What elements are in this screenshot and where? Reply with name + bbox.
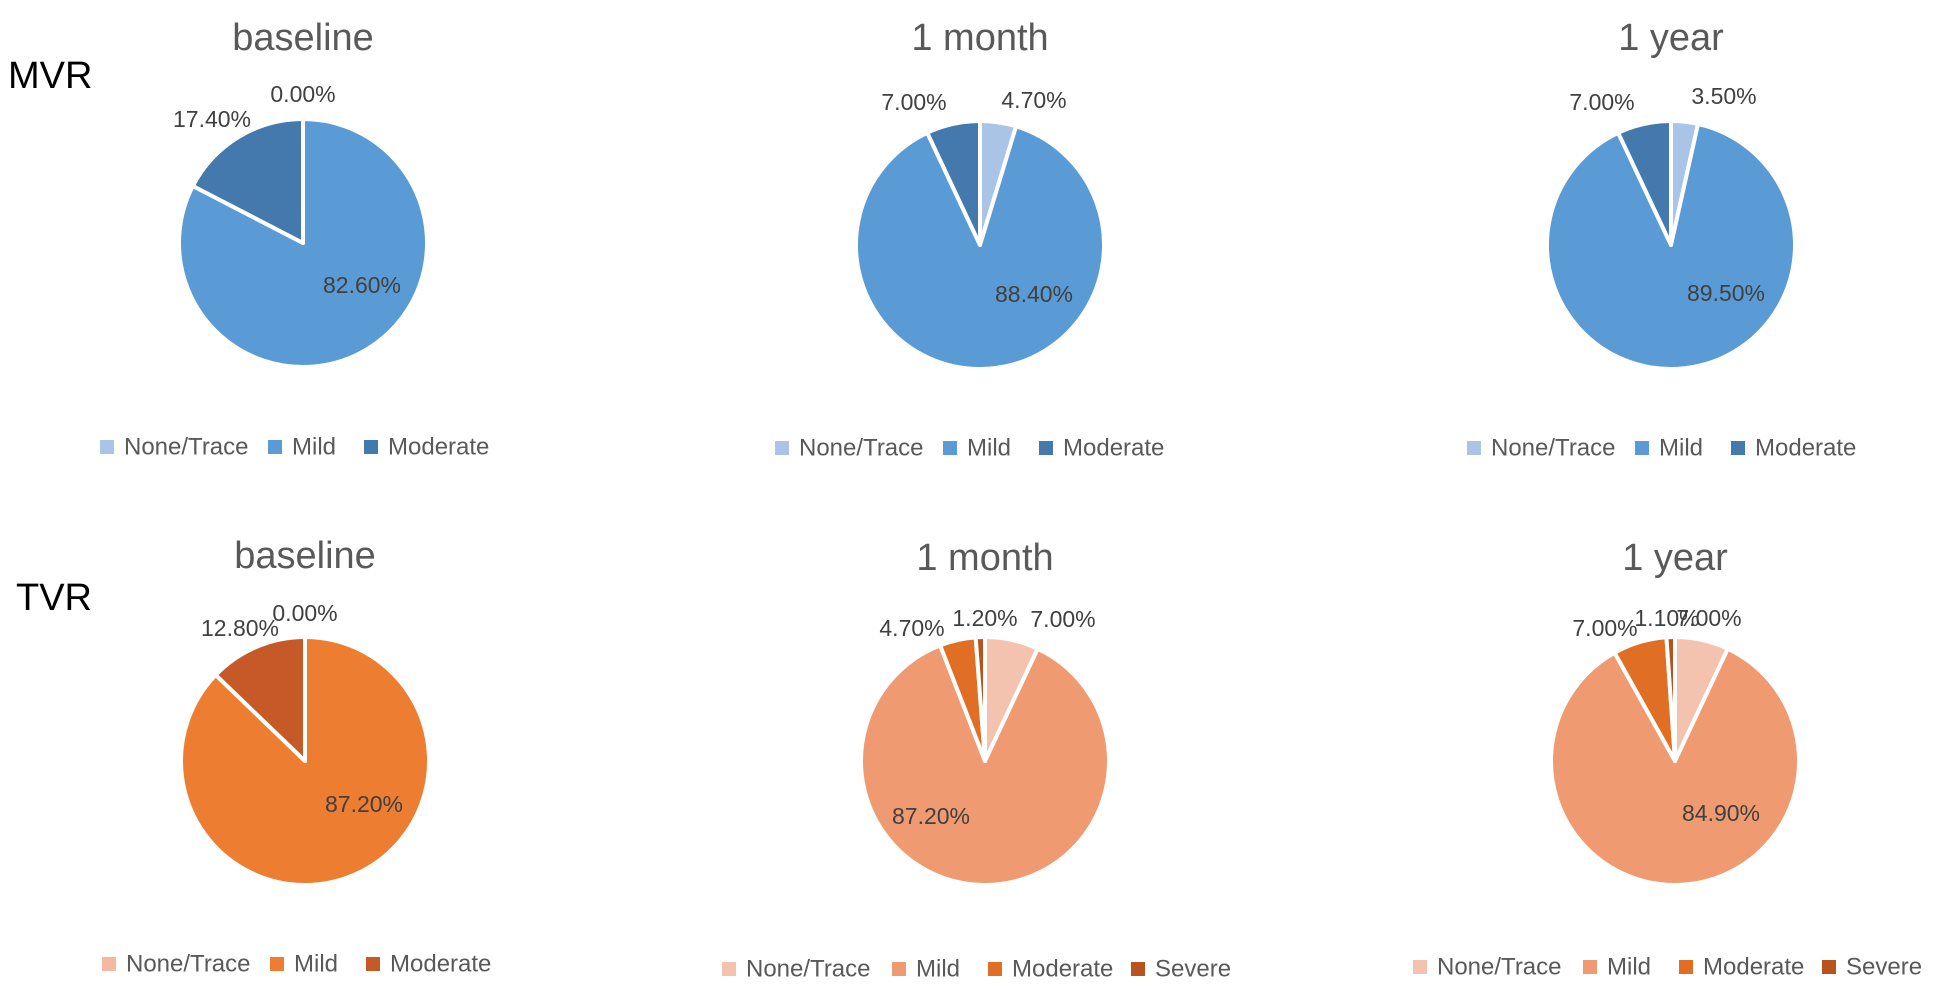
legend-swatch-moderate bbox=[1039, 441, 1053, 455]
legend-label-moderate: Moderate bbox=[1755, 434, 1856, 461]
pie-slice-severe bbox=[973, 635, 987, 763]
data-label-mild: 84.90% bbox=[1682, 800, 1760, 826]
pie-slice-moderate bbox=[925, 119, 982, 247]
chart-title: 1 month bbox=[911, 17, 1048, 59]
legend-swatch-mild bbox=[270, 957, 284, 971]
pie-slice-moderate bbox=[213, 635, 307, 763]
legend-label-mild: Mild bbox=[1659, 434, 1703, 461]
data-label-none-trace: 3.50% bbox=[1691, 83, 1756, 109]
legend-label-mild: Mild bbox=[1607, 953, 1651, 980]
legend-label-moderate: Moderate bbox=[388, 433, 489, 460]
data-label-moderate: 4.70% bbox=[879, 615, 944, 641]
data-label-mild: 88.40% bbox=[995, 281, 1073, 307]
legend-swatch-moderate bbox=[1731, 441, 1745, 455]
pie-slice-mild bbox=[859, 643, 1111, 887]
legend-swatch-none-trace bbox=[775, 441, 789, 455]
data-label-moderate: 7.00% bbox=[881, 89, 946, 115]
data-label-severe: 1.20% bbox=[952, 605, 1017, 631]
data-label-none-trace: 7.00% bbox=[1676, 605, 1741, 631]
pie-chart-3: baseline 0.00% 87.20% 12.80% None/Trace Mild M… bbox=[102, 535, 491, 977]
legend-swatch-none-trace bbox=[102, 957, 116, 971]
pie-chart-2: 1 year 3.50% 89.50% 7.00% None/Trace Mild Mode… bbox=[1467, 17, 1856, 461]
legend-swatch-none-trace bbox=[100, 440, 114, 454]
chart-title: 1 year bbox=[1622, 537, 1728, 579]
row-label-mvr: MVR bbox=[8, 55, 92, 97]
legend-label-none-trace: None/Trace bbox=[1491, 434, 1616, 461]
charts-container: baseline 0.00% 82.60% 17.40% None/Trace Mild M… bbox=[100, 17, 1922, 982]
legend-swatch-mild bbox=[943, 441, 957, 455]
data-label-none-trace: 7.00% bbox=[1030, 606, 1095, 632]
pie-slice-moderate bbox=[190, 117, 305, 245]
legend-label-none-trace: None/Trace bbox=[126, 950, 251, 977]
data-label-moderate: 17.40% bbox=[173, 106, 251, 132]
data-label-moderate: 7.00% bbox=[1572, 615, 1637, 641]
legend-swatch-none-trace bbox=[722, 962, 736, 976]
data-label-none-trace: 0.00% bbox=[272, 600, 337, 626]
legend-label-none-trace: None/Trace bbox=[124, 433, 249, 460]
legend-swatch-moderate bbox=[364, 440, 378, 454]
legend-swatch-severe bbox=[1822, 960, 1836, 974]
pie-slice-moderate bbox=[1616, 119, 1673, 247]
chart-title: baseline bbox=[234, 535, 376, 577]
pie-chart-0: baseline 0.00% 82.60% 17.40% None/Trace Mild M… bbox=[100, 17, 489, 460]
legend-swatch-moderate bbox=[1679, 960, 1693, 974]
row-label-tvr: TVR bbox=[16, 577, 92, 619]
legend-label-moderate: Moderate bbox=[1703, 953, 1804, 980]
legend-label-moderate: Moderate bbox=[1063, 434, 1164, 461]
data-label-mild: 87.20% bbox=[892, 803, 970, 829]
legend-label-mild: Mild bbox=[916, 955, 960, 982]
data-label-none-trace: 4.70% bbox=[1001, 87, 1066, 113]
legend-swatch-none-trace bbox=[1413, 960, 1427, 974]
legend-swatch-mild bbox=[1583, 960, 1597, 974]
legend-label-none-trace: None/Trace bbox=[1437, 953, 1562, 980]
legend-label-mild: Mild bbox=[967, 434, 1011, 461]
legend-label-severe: Severe bbox=[1155, 955, 1231, 982]
pie-chart-4: 1 month 7.00% 87.20% 4.70% 1.20% None/Trace Mi… bbox=[722, 537, 1231, 982]
data-label-moderate: 7.00% bbox=[1569, 89, 1634, 115]
legend-swatch-moderate bbox=[366, 957, 380, 971]
chart-title: 1 year bbox=[1618, 17, 1724, 59]
legend-label-mild: Mild bbox=[294, 950, 338, 977]
legend-swatch-mild bbox=[1635, 441, 1649, 455]
chart-title: 1 month bbox=[916, 537, 1053, 579]
pie-slice-mild bbox=[1549, 646, 1801, 887]
pie-chart-1: 1 month 4.70% 88.40% 7.00% None/Trace Mild Mod… bbox=[775, 17, 1164, 461]
legend-label-mild: Mild bbox=[292, 433, 336, 460]
legend-swatch-none-trace bbox=[1467, 441, 1481, 455]
chart-title: baseline bbox=[232, 17, 374, 59]
legend-label-none-trace: None/Trace bbox=[746, 955, 871, 982]
legend-label-moderate: Moderate bbox=[390, 950, 491, 977]
data-label-mild: 89.50% bbox=[1687, 280, 1765, 306]
legend-label-moderate: Moderate bbox=[1012, 955, 1113, 982]
legend-swatch-moderate bbox=[988, 962, 1002, 976]
data-label-none-trace: 0.00% bbox=[270, 81, 335, 107]
legend-label-none-trace: None/Trace bbox=[799, 434, 924, 461]
legend-swatch-severe bbox=[1131, 962, 1145, 976]
pie-slice-severe bbox=[1664, 635, 1677, 763]
data-label-moderate: 12.80% bbox=[201, 615, 279, 641]
pie-chart-5: 1 year 7.00% 84.90% 7.00%1.10% None/Trace Mil… bbox=[1413, 537, 1922, 980]
legend-label-severe: Severe bbox=[1846, 953, 1922, 980]
data-label-severe: 1.10% bbox=[1634, 605, 1699, 631]
data-label-mild: 87.20% bbox=[325, 791, 403, 817]
data-label-mild: 82.60% bbox=[323, 272, 401, 298]
pie-slice-mild bbox=[854, 124, 1106, 371]
legend-swatch-mild bbox=[892, 962, 906, 976]
legend-swatch-mild bbox=[268, 440, 282, 454]
